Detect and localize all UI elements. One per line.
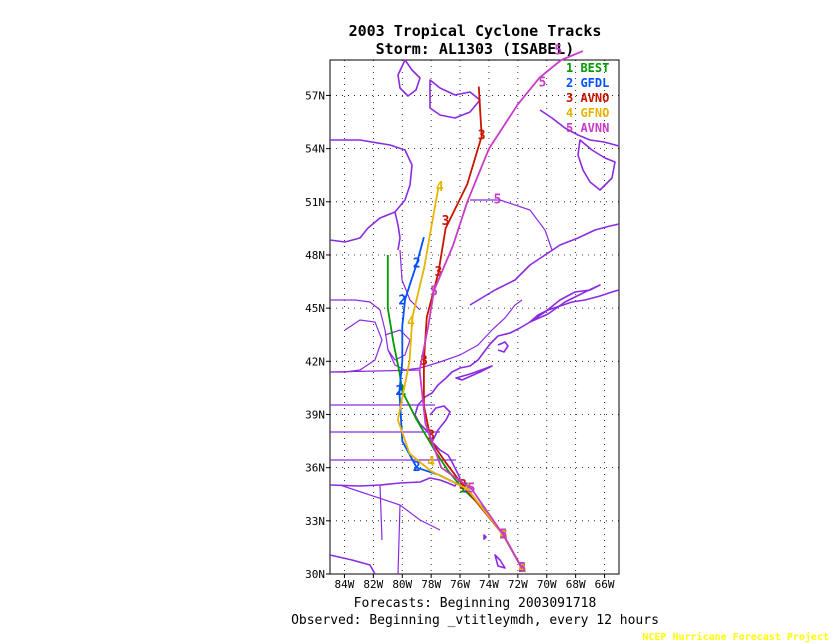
coastline-nova-scotia — [529, 284, 601, 323]
track-avnn: 5 5 5 5 5 5 5 — [418, 44, 584, 576]
y-axis-ticks: 30N 33N 36N 39N 42N 45N 48N 51N 54N 57N — [305, 89, 330, 581]
track-marker-5: 5 — [518, 561, 526, 576]
x-tick-label: 70W — [537, 578, 557, 591]
state-province-borders — [329, 199, 553, 575]
track-marker-3: 3 — [434, 265, 442, 280]
track-marker-1: 1 — [398, 384, 406, 399]
coastline-bahamas — [494, 554, 506, 569]
track-marker-2: 2 — [395, 384, 403, 399]
track-marker-2: 2 — [413, 256, 421, 271]
footer-forecasts: Forecasts: Beginning 2003091718 — [354, 596, 597, 611]
coastline-florida — [329, 554, 376, 575]
y-tick-label: 51N — [305, 196, 325, 209]
footer-observed: Observed: Beginning _vtitleymdh, every 1… — [291, 613, 659, 628]
coastline-gulf-stlawrence — [469, 223, 620, 306]
coastline-labrador — [539, 109, 620, 147]
x-tick-label: 80W — [392, 578, 412, 591]
track-marker-2: 2 — [398, 294, 406, 309]
track-marker-3: 3 — [478, 129, 486, 144]
track-marker-4: 4 — [407, 315, 415, 330]
x-tick-label: 78W — [421, 578, 441, 591]
legend-item-avno: 3 AVNO — [566, 91, 609, 105]
coastline-long-island — [455, 365, 493, 381]
x-tick-label: 76W — [450, 578, 470, 591]
track-marker-5: 5 — [538, 76, 546, 91]
x-tick-label: 72W — [508, 578, 528, 591]
track-marker-5: 5 — [468, 481, 476, 496]
map-frame — [329, 59, 620, 575]
legend-item-gfno: 4 GFNO — [566, 106, 609, 120]
border-us-canada — [330, 299, 523, 371]
track-line-gfno — [397, 187, 523, 570]
y-tick-label: 42N — [305, 355, 325, 368]
border-state-lines — [329, 369, 456, 575]
coastline-north-islands — [397, 59, 421, 97]
coastline-ungava — [429, 79, 481, 119]
coastline-james-bay — [394, 211, 401, 251]
coastline-us-east — [329, 289, 620, 487]
x-tick-label: 66W — [595, 578, 615, 591]
track-line-avnn — [418, 50, 584, 570]
y-tick-label: 33N — [305, 515, 325, 528]
track-marker-4: 4 — [427, 455, 435, 470]
x-axis-ticks: 84W 82W 80W 78W 76W 74W 72W 70W 68W 66W — [335, 574, 615, 591]
track-marker-1: 1 — [459, 481, 467, 496]
coastline-cape-cod — [497, 341, 509, 353]
track-marker-1: 1 — [518, 561, 526, 576]
y-tick-label: 30N — [305, 568, 325, 581]
legend-item-avnn: 5 AVNN — [566, 121, 609, 135]
track-marker-3: 3 — [459, 478, 467, 493]
y-tick-label: 54N — [305, 143, 325, 156]
y-tick-label: 36N — [305, 462, 325, 475]
x-tick-label: 84W — [335, 578, 355, 591]
track-marker-5: 5 — [494, 193, 502, 208]
track-marker-4: 4 — [518, 561, 526, 576]
x-tick-label: 68W — [566, 578, 586, 591]
y-tick-label: 45N — [305, 302, 325, 315]
track-marker-3: 3 — [442, 214, 450, 229]
x-tick-label: 74W — [479, 578, 499, 591]
x-tick-label: 82W — [363, 578, 383, 591]
border-quebec-labrador — [470, 199, 553, 251]
y-tick-label: 39N — [305, 408, 325, 421]
track-marker-2: 2 — [413, 460, 421, 475]
coastline-bermuda — [483, 534, 487, 540]
track-marker-5: 5 — [430, 285, 438, 300]
track-marker-3: 3 — [420, 354, 428, 369]
credit-text: NCEP Hurricane Forecast Project — [642, 631, 829, 643]
track-marker-4: 4 — [436, 180, 444, 195]
coastline-delmarva — [429, 405, 451, 443]
track-marker-4: 4 — [463, 481, 471, 496]
title-line-1: 2003 Tropical Cyclone Tracks — [349, 22, 602, 40]
track-marker-5: 5 — [554, 44, 562, 59]
legend-item-best: 1 BEST — [566, 61, 609, 75]
y-tick-label: 48N — [305, 249, 325, 262]
coastlines — [329, 59, 620, 575]
title-line-2: Storm: AL1303 (ISABEL) — [376, 40, 575, 58]
y-tick-label: 57N — [305, 89, 325, 102]
coastline-hudson-bay — [329, 139, 413, 243]
track-marker-3: 3 — [427, 428, 435, 443]
track-marker-5: 5 — [499, 528, 507, 543]
coastline-newfoundland — [577, 139, 616, 191]
legend-item-gfdl: 2 GFDL — [566, 76, 609, 90]
